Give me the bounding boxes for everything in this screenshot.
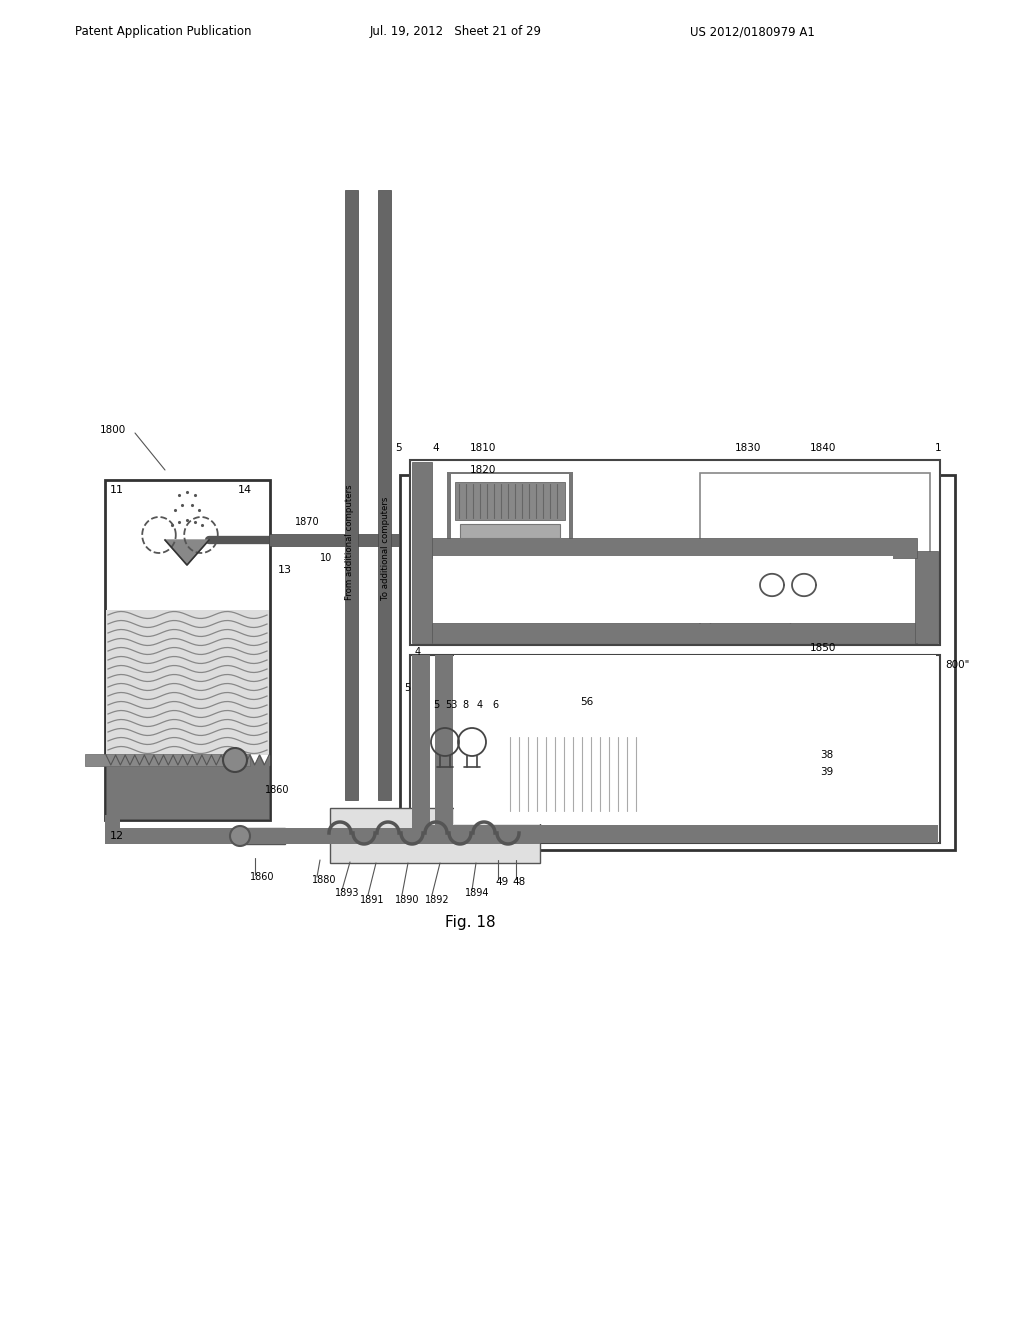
Text: 1830: 1830 (735, 444, 762, 453)
Text: 4: 4 (415, 647, 421, 657)
Bar (700, 473, 930, 638)
Bar (454, 655, 858, 824)
Text: 5: 5 (395, 444, 401, 453)
Text: 53: 53 (445, 700, 458, 710)
Text: 1860: 1860 (265, 785, 290, 795)
Text: 5: 5 (433, 700, 439, 710)
Bar (412, 462, 432, 643)
Bar (433, 556, 893, 623)
Bar (505, 734, 640, 814)
Bar (85, 754, 250, 766)
Text: 13: 13 (278, 565, 292, 576)
Text: 1880: 1880 (312, 875, 337, 884)
Bar (710, 573, 790, 628)
Bar (432, 623, 918, 643)
Text: Patent Application Publication: Patent Application Publication (75, 25, 252, 38)
Bar (240, 828, 285, 843)
Text: 1840: 1840 (810, 444, 837, 453)
Text: 5: 5 (404, 682, 411, 693)
Bar (447, 473, 573, 545)
Bar (410, 459, 940, 645)
Text: Fig. 18: Fig. 18 (444, 916, 496, 931)
Text: 49: 49 (495, 876, 508, 887)
Text: 4: 4 (432, 444, 438, 453)
Text: 1894: 1894 (465, 888, 489, 898)
Text: US 2012/0180979 A1: US 2012/0180979 A1 (690, 25, 815, 38)
Bar (412, 825, 938, 843)
Text: 14: 14 (238, 484, 252, 495)
Bar (240, 828, 540, 843)
Text: 1810: 1810 (470, 444, 497, 453)
Text: 1890: 1890 (395, 895, 420, 906)
Bar (455, 482, 565, 520)
Bar (460, 524, 560, 539)
Text: 39: 39 (820, 767, 834, 777)
Bar (650, 730, 780, 820)
Bar (412, 655, 430, 843)
Text: 1893: 1893 (335, 888, 359, 898)
Polygon shape (165, 540, 209, 565)
Text: Jul. 19, 2012   Sheet 21 of 29: Jul. 19, 2012 Sheet 21 of 29 (370, 25, 542, 38)
Text: 56: 56 (580, 697, 593, 708)
Text: 1892: 1892 (425, 895, 450, 906)
Bar (330, 808, 540, 863)
Bar (105, 480, 270, 820)
Text: 48: 48 (512, 876, 525, 887)
Bar (451, 474, 569, 540)
Text: 1870: 1870 (295, 517, 319, 527)
Bar (106, 610, 269, 755)
Circle shape (230, 826, 250, 846)
Bar (435, 655, 453, 843)
Text: From additional computers: From additional computers (345, 484, 354, 601)
Bar (858, 655, 936, 824)
Bar (269, 535, 399, 546)
Text: 10: 10 (319, 553, 332, 564)
Bar (106, 764, 269, 818)
Text: 800": 800" (945, 660, 970, 671)
Bar (105, 814, 120, 836)
Bar (105, 828, 240, 843)
Text: 1850: 1850 (810, 643, 837, 653)
Bar (400, 475, 955, 850)
Text: To additional computers: To additional computers (381, 496, 389, 601)
Text: 1: 1 (935, 444, 942, 453)
Bar (345, 190, 358, 800)
Bar (378, 190, 391, 800)
Text: 4: 4 (477, 700, 483, 710)
Text: 11: 11 (110, 484, 124, 495)
Text: 1891: 1891 (360, 895, 384, 906)
Text: 12: 12 (110, 832, 124, 841)
Bar (915, 550, 938, 643)
Bar (460, 524, 560, 539)
Text: 1800: 1800 (100, 425, 126, 436)
Text: 1820: 1820 (470, 465, 497, 475)
Bar (432, 539, 918, 558)
Text: 1860: 1860 (250, 873, 274, 882)
Text: 8: 8 (462, 700, 468, 710)
Text: 38: 38 (820, 750, 834, 760)
Text: 6: 6 (492, 700, 498, 710)
Bar (455, 482, 565, 520)
Bar (410, 655, 940, 843)
Circle shape (223, 748, 247, 772)
